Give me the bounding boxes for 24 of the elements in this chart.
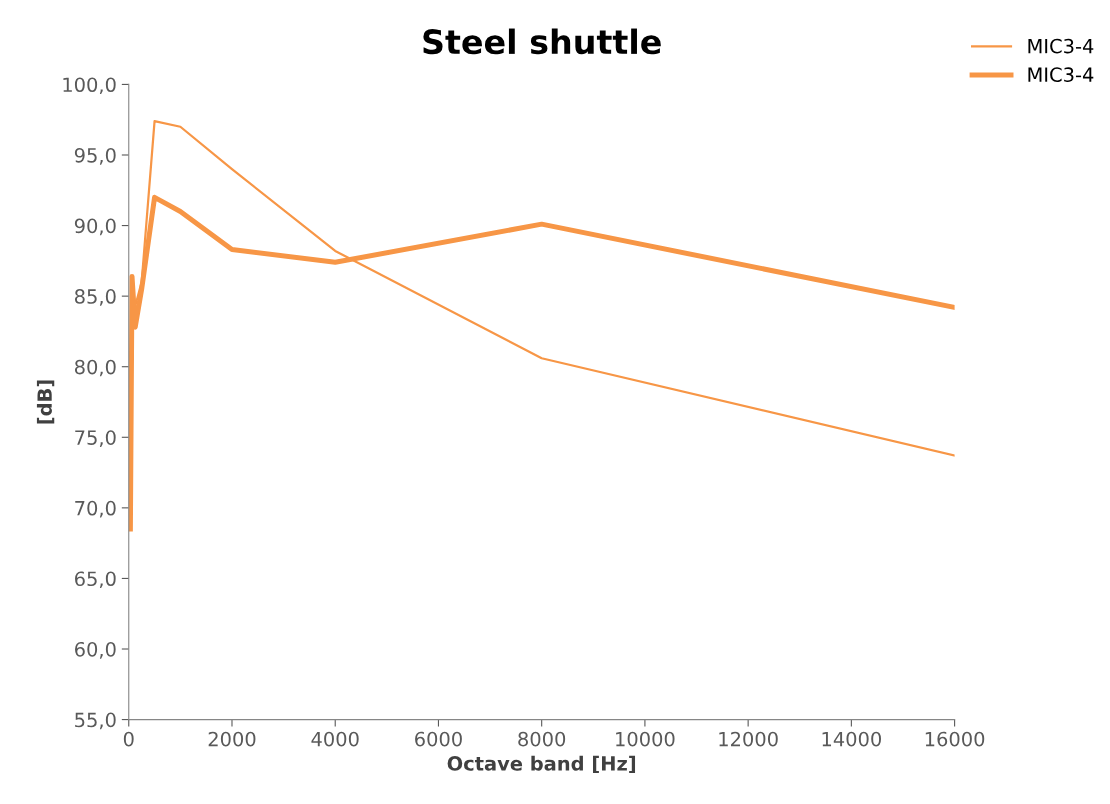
x-tick-label: 0 [123,731,134,747]
x-tick-label: 14000 [822,731,882,747]
y-tick-label: 70,0 [75,500,116,518]
y-tick-label: 75,0 [75,430,116,447]
x-tick-label: 12000 [719,731,778,747]
x-tick-label: 10000 [616,731,675,747]
y-tick-label: 55,0 [75,712,116,730]
x-tick-label: 8000 [518,731,566,747]
legend-label: MIC3-4 [1028,67,1094,82]
y-tick-label: 90,0 [74,218,116,236]
x-axis-title: Octave band [Hz] [447,755,636,774]
chart-title: Steel shuttle [423,28,661,55]
x-tick-label: 4000 [311,731,359,747]
y-axis-title: [dB] [36,380,55,424]
x-tick-label: 2000 [208,731,256,747]
y-tick-label: 95,0 [74,147,116,165]
x-tick-label: 16000 [925,731,985,747]
y-tick-label: 65,0 [75,571,116,589]
y-tick-label: 80,0 [74,359,116,377]
x-tick-label: 6000 [415,731,462,747]
legend-label: MIC3-4 [1028,38,1094,54]
y-tick-label: 60,0 [75,641,116,659]
y-tick-label: 100,0 [63,77,116,95]
y-tick-label: 85,0 [74,289,116,306]
